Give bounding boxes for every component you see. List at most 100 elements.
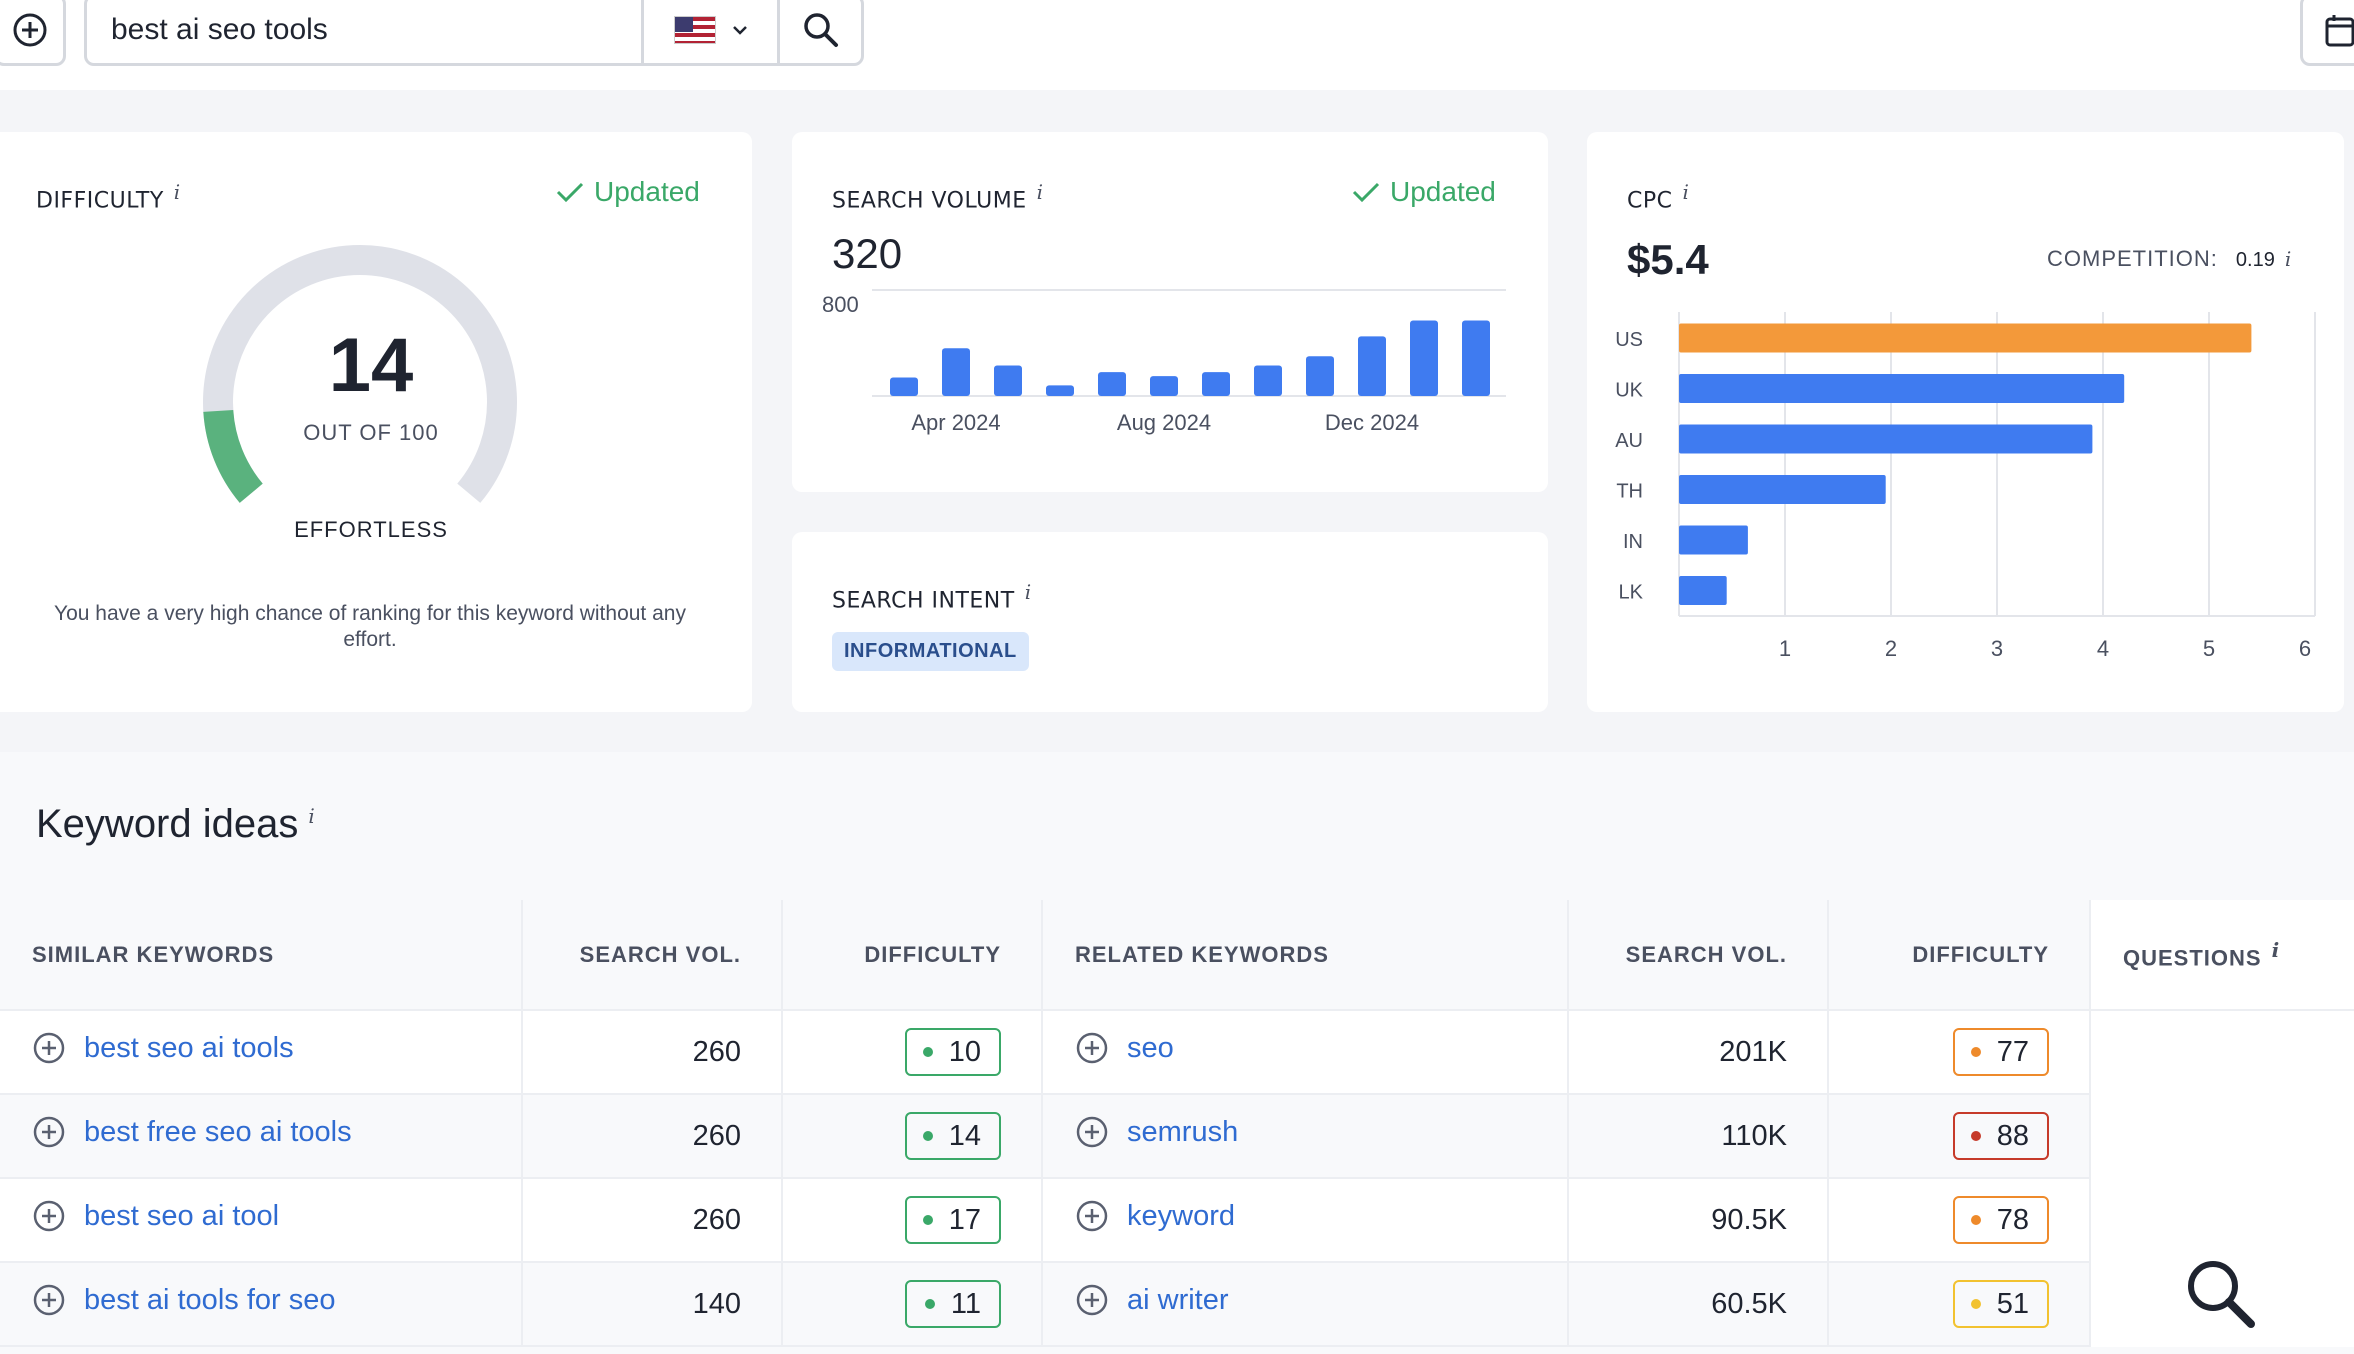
cpc-bar[interactable] — [1679, 323, 2252, 353]
plus-circle-icon — [13, 13, 47, 47]
similar-difficulty-cell: 10 — [782, 1010, 1043, 1095]
table-row: best free seo ai tools 260 14 semrush 110K 88 — [0, 1094, 2354, 1179]
cpc-bar[interactable] — [1679, 576, 1727, 605]
similar-search-vol: 260 — [522, 1094, 783, 1179]
info-icon[interactable]: i — [1682, 180, 1690, 204]
cpc-bar[interactable] — [1679, 374, 2125, 403]
keyword-text[interactable]: best ai tools for seo — [84, 1283, 336, 1316]
add-keyword-button[interactable] — [0, 0, 66, 66]
chevron-down-icon — [732, 26, 747, 35]
volume-bar[interactable] — [1202, 372, 1230, 396]
info-icon[interactable]: i — [2284, 247, 2293, 271]
volume-bar[interactable] — [1306, 356, 1334, 396]
keyword-search-input[interactable] — [87, 0, 641, 63]
similar-keyword-link[interactable]: best seo ai tool — [32, 1199, 279, 1233]
info-icon[interactable]: i — [2271, 937, 2281, 962]
difficulty-value: 11 — [950, 1287, 981, 1320]
x-tick-label: 1 — [1779, 636, 1791, 661]
keyword-text[interactable]: best free seo ai tools — [84, 1115, 352, 1148]
keyword-text[interactable]: seo — [1127, 1031, 1174, 1064]
search-button[interactable] — [777, 0, 861, 63]
volume-bar[interactable] — [1046, 385, 1074, 396]
cpc-value: $5.4 — [1627, 236, 1709, 283]
volume-bar[interactable] — [1462, 320, 1490, 396]
difficulty-badge: 14 — [905, 1112, 1001, 1160]
search-vol-header-2[interactable]: SEARCH VOL. — [1568, 900, 1829, 1011]
related-keyword-link[interactable]: keyword — [1075, 1199, 1235, 1233]
cpc-bar[interactable] — [1679, 424, 2093, 454]
volume-bar[interactable] — [890, 377, 918, 396]
similar-search-vol: 260 — [522, 1010, 783, 1095]
questions-header[interactable]: QUESTIONS i — [2090, 900, 2354, 1011]
difficulty-updated-status: Updated — [556, 176, 700, 208]
cpc-bar[interactable] — [1679, 525, 1748, 555]
country-label: LK — [1619, 582, 1644, 604]
volume-bar[interactable] — [1358, 336, 1386, 396]
similar-keyword-cell: best seo ai tools — [0, 1010, 523, 1095]
x-tick-label: Aug 2024 — [1117, 410, 1211, 435]
us-flag-icon — [673, 16, 716, 44]
search-vol-header[interactable]: SEARCH VOL. — [522, 900, 783, 1011]
search-volume-title: SEARCH VOLUME i — [832, 180, 1044, 213]
keyword-text[interactable]: semrush — [1127, 1115, 1239, 1148]
competition-label: COMPETITION: — [2047, 246, 2218, 271]
difficulty-value: 51 — [1996, 1287, 2029, 1320]
difficulty-dot — [922, 1047, 933, 1057]
add-circle-icon[interactable] — [1075, 1115, 1109, 1149]
volume-bar[interactable] — [1098, 372, 1126, 396]
difficulty-badge: 11 — [905, 1280, 1001, 1328]
info-icon[interactable]: i — [1024, 580, 1032, 604]
similar-keyword-link[interactable]: best ai tools for seo — [32, 1283, 335, 1317]
add-circle-icon[interactable] — [32, 1199, 66, 1233]
questions-empty-cell — [2090, 1010, 2354, 1346]
related-search-vol: 201K — [1568, 1010, 1829, 1095]
search-intent-card: SEARCH INTENT i INFORMATIONAL — [792, 532, 1548, 712]
related-difficulty-cell: 88 — [1828, 1094, 2091, 1179]
difficulty-header[interactable]: DIFFICULTY — [782, 900, 1043, 1011]
similar-keyword-link[interactable]: best free seo ai tools — [32, 1115, 352, 1149]
volume-bar[interactable] — [1150, 376, 1178, 396]
keyword-ideas-section: Keyword ideas i SIMILAR KEYWORDS SEARCH V… — [0, 752, 2354, 1354]
difficulty-header-2[interactable]: DIFFICULTY — [1828, 900, 2091, 1011]
add-circle-icon[interactable] — [1075, 1031, 1109, 1065]
keyword-text[interactable]: best seo ai tool — [84, 1199, 280, 1232]
add-circle-icon[interactable] — [32, 1115, 66, 1149]
competition-value: 0.19 — [2235, 249, 2275, 271]
keyword-text[interactable]: best seo ai tools — [84, 1031, 294, 1064]
difficulty-card: DIFFICULTY i Updated 14 OUT OF 100 EFFORT… — [0, 132, 752, 712]
cpc-bar[interactable] — [1679, 475, 1886, 504]
similar-keyword-link[interactable]: best seo ai tools — [32, 1031, 294, 1065]
x-tick-label: 6 — [2299, 636, 2311, 661]
volume-bar[interactable] — [1410, 320, 1438, 396]
country-label: UK — [1615, 380, 1643, 402]
country-select[interactable] — [641, 0, 777, 63]
add-circle-icon[interactable] — [32, 1031, 66, 1065]
volume-bar[interactable] — [1254, 365, 1282, 396]
volume-bar[interactable] — [942, 348, 970, 396]
table-header-row: SIMILAR KEYWORDS SEARCH VOL. DIFFICULTY … — [0, 900, 2354, 1011]
volume-updated-status: Updated — [1352, 176, 1496, 208]
difficulty-dot — [1970, 1131, 1981, 1141]
related-keyword-link[interactable]: seo — [1075, 1031, 1174, 1065]
similar-keywords-header[interactable]: SIMILAR KEYWORDS — [0, 900, 523, 1011]
info-icon[interactable]: i — [1036, 180, 1044, 204]
info-icon[interactable]: i — [308, 803, 315, 828]
add-circle-icon[interactable] — [32, 1283, 66, 1317]
similar-difficulty-cell: 11 — [782, 1262, 1043, 1347]
related-keyword-link[interactable]: ai writer — [1075, 1283, 1229, 1317]
difficulty-value: 14 — [328, 323, 414, 408]
keyword-text[interactable]: ai writer — [1127, 1283, 1229, 1316]
add-circle-icon[interactable] — [1075, 1283, 1109, 1317]
difficulty-value: 88 — [1996, 1119, 2029, 1152]
related-keyword-link[interactable]: semrush — [1075, 1115, 1238, 1149]
x-tick-label: 5 — [2203, 636, 2215, 661]
difficulty-dot — [924, 1299, 935, 1309]
related-difficulty-cell: 77 — [1828, 1010, 2091, 1095]
info-icon[interactable]: i — [173, 180, 181, 204]
volume-bar[interactable] — [994, 365, 1022, 396]
calendar-button[interactable] — [2300, 0, 2354, 66]
add-circle-icon[interactable] — [1075, 1199, 1109, 1233]
related-keywords-header[interactable]: RELATED KEYWORDS — [1042, 900, 1569, 1011]
difficulty-title-text: DIFFICULTY — [36, 188, 164, 214]
keyword-text[interactable]: keyword — [1127, 1199, 1235, 1232]
